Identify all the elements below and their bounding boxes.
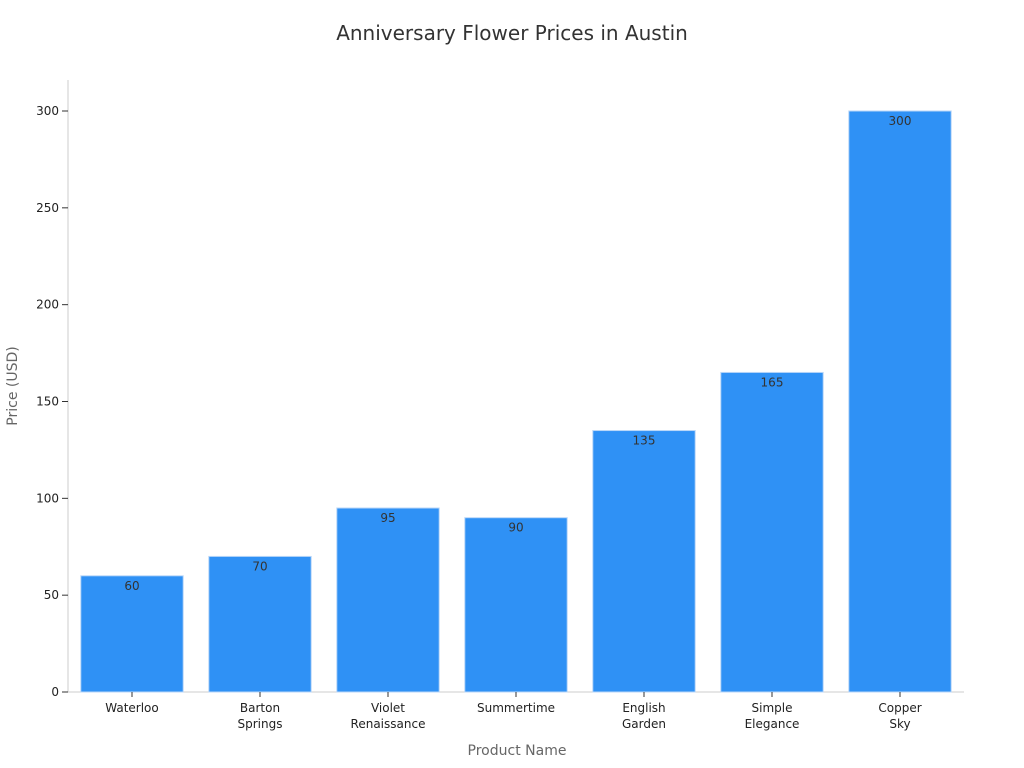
x-tick-label: Simple Elegance bbox=[745, 701, 800, 731]
y-tick-label: 150 bbox=[36, 395, 59, 409]
bars-group: 60 70 95 90 135 165 300 bbox=[80, 110, 952, 693]
y-tick-label: 0 bbox=[51, 685, 59, 699]
bar-value-label: 135 bbox=[633, 434, 656, 448]
bar bbox=[592, 430, 696, 693]
x-tick-label: Waterloo bbox=[105, 701, 159, 715]
bar-value-label: 70 bbox=[252, 559, 267, 573]
x-tick-label: English Garden bbox=[622, 701, 666, 731]
x-tick-label: Barton Springs bbox=[238, 701, 283, 731]
y-tick-label: 200 bbox=[36, 298, 59, 312]
bar-value-label: 60 bbox=[124, 579, 139, 593]
bar bbox=[336, 507, 440, 693]
bar-value-label: 165 bbox=[761, 375, 784, 389]
bar bbox=[80, 575, 184, 693]
x-ticks: Waterloo Barton Springs Violet Renaissance Su… bbox=[105, 692, 922, 731]
y-ticks: 0 50 100 150 200 250 300 bbox=[36, 104, 68, 699]
x-tick-label: Violet Renaissance bbox=[351, 701, 426, 731]
bar bbox=[848, 110, 952, 693]
chart-title: Anniversary Flower Prices in Austin bbox=[336, 21, 688, 45]
y-tick-label: 100 bbox=[36, 491, 59, 505]
x-axis-title: Product Name bbox=[468, 743, 567, 759]
x-tick-label: Copper Sky bbox=[878, 701, 921, 731]
bar bbox=[464, 517, 568, 693]
y-tick-label: 50 bbox=[44, 588, 59, 602]
bar bbox=[720, 371, 824, 693]
bar bbox=[208, 555, 312, 693]
y-tick-label: 300 bbox=[36, 104, 59, 118]
y-tick-label: 250 bbox=[36, 201, 59, 215]
bar-value-label: 90 bbox=[508, 521, 523, 535]
x-tick-label: Summertime bbox=[477, 701, 555, 715]
bar-value-label: 300 bbox=[889, 114, 912, 128]
bar-value-label: 95 bbox=[380, 511, 395, 525]
y-axis-title: Price (USD) bbox=[5, 346, 21, 425]
